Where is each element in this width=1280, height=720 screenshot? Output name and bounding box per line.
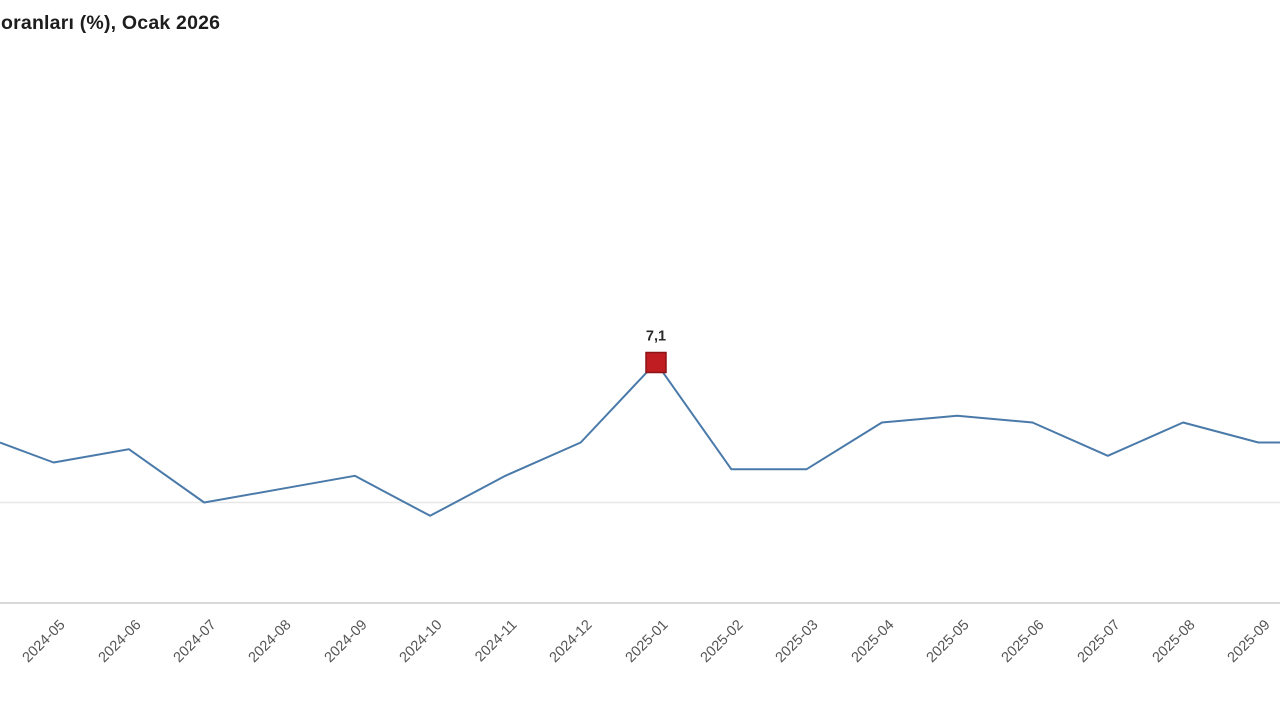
point-value-label: 7,1 <box>646 329 666 345</box>
series-line <box>0 361 1280 517</box>
highlight-marker[interactable] <box>645 351 667 374</box>
chart-title: oranları (%), Ocak 2026 <box>1 12 221 34</box>
